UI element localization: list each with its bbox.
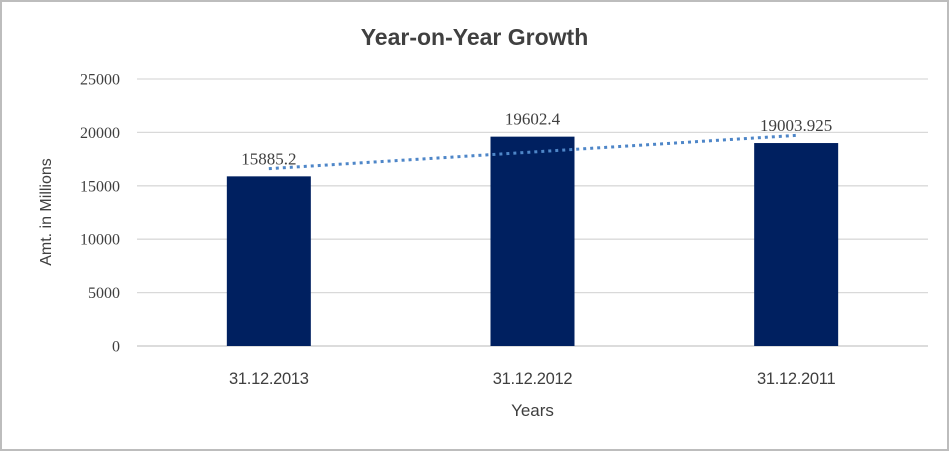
bar [754, 143, 839, 346]
data-label: 19003.925 [760, 116, 832, 135]
category-label: 31.12.2012 [493, 370, 573, 388]
y-tick-label: 15000 [80, 178, 120, 195]
y-tick-label: 10000 [80, 232, 120, 249]
x-axis-title: Years [511, 401, 554, 420]
bar [226, 176, 311, 346]
y-tick-label: 20000 [80, 125, 120, 142]
bar [490, 136, 575, 346]
chart-title: Year-on-Year Growth [360, 24, 589, 50]
y-tick-label: 25000 [80, 72, 120, 89]
y-tick-label: 5000 [88, 285, 120, 302]
data-label: 15885.2 [241, 149, 296, 168]
data-label: 19602.4 [505, 110, 561, 129]
category-label: 31.12.2011 [757, 370, 835, 388]
category-label: 31.12.2013 [229, 370, 309, 388]
y-tick-label: 0 [112, 339, 120, 356]
